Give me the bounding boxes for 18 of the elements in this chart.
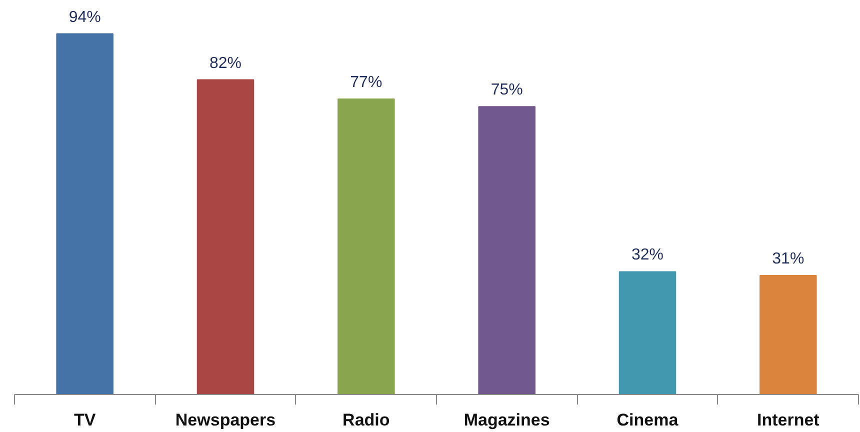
- x-tick-label: TV: [74, 410, 96, 430]
- x-tick-label: Magazines: [464, 410, 550, 430]
- x-tick-label: Cinema: [616, 410, 679, 430]
- x-tick-label: Internet: [756, 410, 820, 430]
- data-label: 82%: [209, 54, 242, 72]
- bar: [196, 79, 254, 394]
- bar: [478, 106, 536, 394]
- data-label: 77%: [350, 74, 382, 91]
- data-label: 94%: [68, 8, 101, 26]
- bar: [56, 33, 114, 394]
- x-tick-label: Newspapers: [175, 410, 276, 430]
- bar: [338, 98, 395, 394]
- data-label: 75%: [490, 82, 523, 99]
- bar: [760, 275, 817, 394]
- data-label: 31%: [772, 250, 804, 268]
- data-label: 32%: [631, 246, 664, 264]
- x-tick-label: Radio: [342, 410, 390, 430]
- bar: [618, 271, 676, 394]
